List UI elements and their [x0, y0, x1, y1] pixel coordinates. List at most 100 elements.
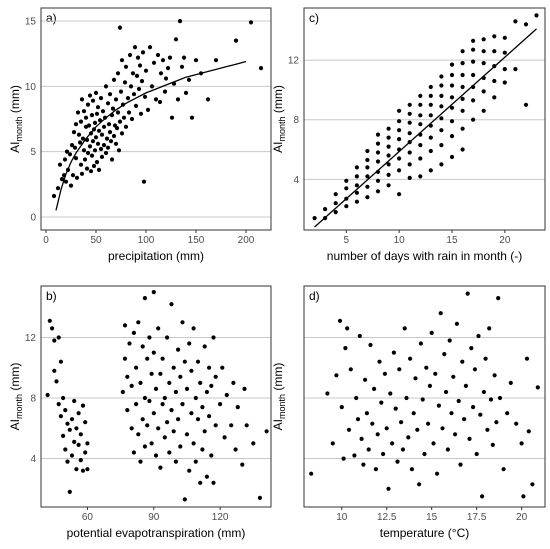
data-point [488, 397, 494, 402]
data-point [187, 468, 192, 473]
data-point [117, 25, 123, 30]
data-point [183, 90, 189, 95]
data-point [125, 374, 130, 379]
data-point [386, 153, 391, 158]
data-point [78, 432, 83, 437]
data-point [57, 162, 63, 167]
x-tick-label: 90 [148, 512, 160, 523]
data-point [87, 93, 93, 98]
data-point [390, 441, 395, 446]
data-point [460, 359, 465, 364]
data-point [481, 37, 486, 42]
data-point [428, 135, 433, 140]
x-axis-title: number of days with rain in month (-) [327, 249, 522, 263]
data-point [224, 392, 229, 398]
data-point [492, 64, 497, 69]
data-point [213, 423, 218, 428]
data-point [513, 67, 518, 72]
y-tick-label: 4 [293, 175, 299, 186]
data-point [95, 141, 101, 146]
data-point [451, 374, 456, 379]
data-point [413, 376, 418, 381]
data-point [417, 482, 422, 487]
data-point [209, 383, 214, 388]
data-point [78, 162, 84, 167]
data-point [61, 173, 67, 178]
data-point [142, 296, 147, 301]
data-point [84, 137, 90, 142]
data-point [191, 441, 196, 446]
data-point [382, 371, 387, 376]
data-point [182, 359, 187, 364]
data-point [428, 113, 433, 118]
data-point [361, 462, 366, 467]
data-point [145, 107, 151, 112]
data-point [523, 22, 529, 27]
data-point [63, 179, 69, 184]
x-tick-label: 200 [238, 235, 255, 246]
data-point [373, 467, 378, 472]
data-point [462, 417, 467, 422]
data-point [323, 207, 328, 212]
data-point [65, 459, 70, 464]
data-point [502, 50, 507, 55]
data-point [103, 150, 109, 156]
data-point [55, 186, 61, 191]
data-point [111, 133, 117, 139]
data-point [422, 451, 427, 457]
data-point [97, 118, 103, 123]
data-point [125, 96, 131, 101]
y-axis-title: AImonth (mm) [271, 85, 287, 153]
data-point [497, 395, 503, 401]
data-point [160, 356, 165, 361]
data-point [439, 104, 444, 109]
data-point [173, 459, 178, 464]
y-tick-label: 15 [25, 17, 37, 28]
data-point [439, 83, 444, 88]
data-point [415, 427, 420, 432]
data-point [409, 467, 414, 472]
data-point [153, 453, 159, 458]
data-point [85, 150, 91, 156]
data-point [107, 92, 113, 97]
data-point [375, 141, 381, 146]
data-point [85, 467, 90, 472]
y-tick-label: 8 [30, 394, 36, 405]
data-point [384, 426, 389, 431]
data-point [92, 120, 98, 125]
data-point [325, 391, 330, 396]
data-point [137, 63, 143, 68]
y-tick-label: 4 [30, 454, 36, 465]
data-point [428, 102, 433, 107]
data-point [51, 193, 57, 199]
data-point [63, 408, 68, 413]
data-point [258, 66, 264, 71]
data-point [118, 89, 124, 94]
data-point [93, 135, 99, 140]
data-point [440, 426, 445, 431]
data-point [193, 58, 199, 63]
data-point [418, 93, 423, 98]
data-point [248, 20, 254, 25]
data-point [68, 183, 74, 188]
data-point [458, 462, 463, 467]
data-point [427, 383, 432, 388]
y-tick-label: 12 [25, 333, 37, 344]
x-tick-label: 20 [516, 512, 528, 523]
data-point [375, 150, 381, 155]
data-point [151, 350, 156, 355]
data-point [460, 72, 465, 78]
data-point [72, 145, 78, 150]
data-point [213, 374, 218, 379]
data-point [449, 83, 455, 88]
data-point [471, 98, 476, 103]
data-point [386, 126, 391, 131]
data-point [73, 156, 79, 161]
y-axis-title: AImonth (mm) [271, 363, 287, 431]
data-point [407, 111, 412, 116]
data-point [198, 380, 203, 385]
data-point [207, 365, 212, 370]
data-point [129, 383, 134, 388]
data-point [202, 429, 207, 434]
data-point [122, 323, 128, 328]
